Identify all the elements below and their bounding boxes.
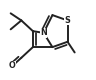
Text: O: O	[9, 61, 16, 70]
Text: S: S	[65, 16, 70, 25]
Text: N: N	[40, 28, 47, 37]
